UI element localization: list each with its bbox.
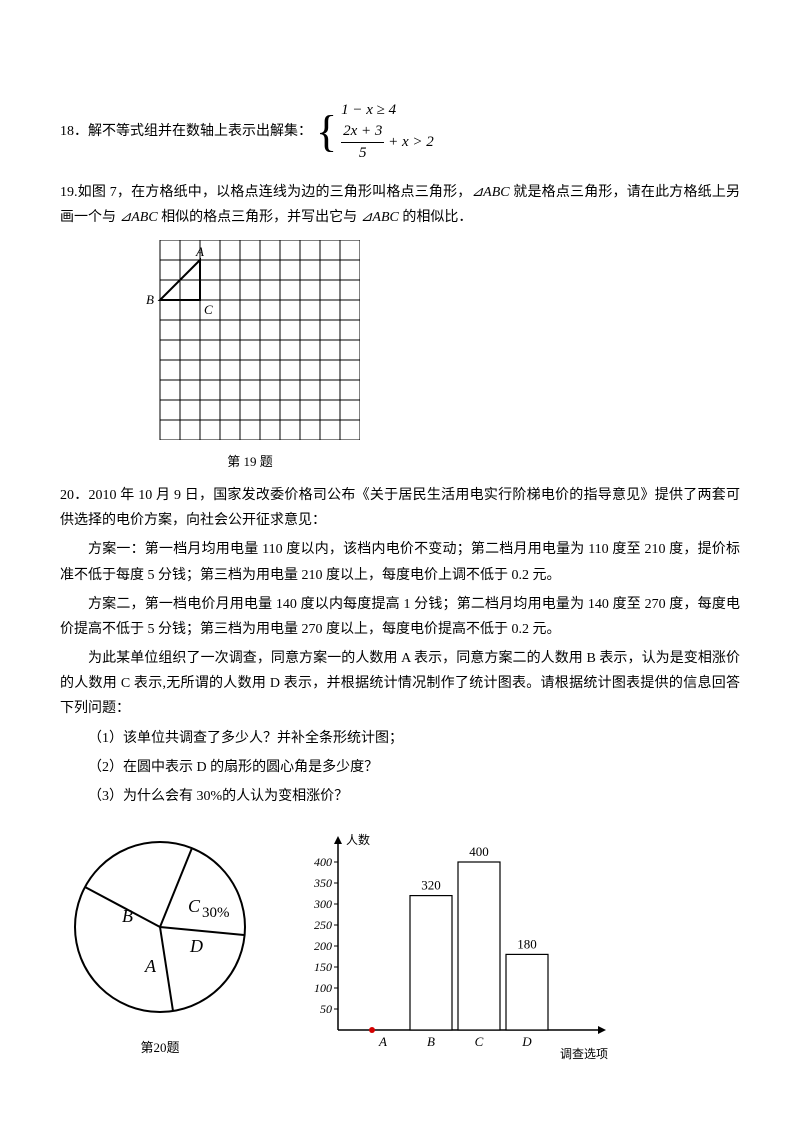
q20-intro-text: ．2010 年 10 月 9 日，国家发改委价格司公布《关于居民生活用电实行阶梯… xyxy=(60,488,740,528)
svg-text:180: 180 xyxy=(517,936,537,951)
brace-icon: { xyxy=(316,112,337,152)
grid-figure: A B C 第 19 题 xyxy=(140,240,360,473)
eq2-tail: + x > 2 xyxy=(384,134,433,150)
question-18: 18 ．解不等式组并在数轴上表示出解集： { 1 − x ≥ 4 2x + 3 … xyxy=(60,100,740,164)
svg-text:150: 150 xyxy=(314,960,332,974)
fig20-caption: 第20题 xyxy=(60,1036,260,1059)
svg-text:300: 300 xyxy=(313,897,332,911)
svg-text:B: B xyxy=(146,292,154,307)
charts-row: ABC30%D 第20题 50100150200250300350400人数调查… xyxy=(60,827,740,1060)
svg-text:C: C xyxy=(475,1034,484,1049)
svg-text:A: A xyxy=(378,1034,387,1049)
fraction: 2x + 3 5 xyxy=(341,121,384,164)
q18-text: ．解不等式组并在数轴上表示出解集： xyxy=(74,119,312,144)
q19-t4: 的相似比． xyxy=(399,210,473,225)
triangle-abc-1: ⊿ABC xyxy=(471,185,509,200)
svg-text:B: B xyxy=(122,906,133,926)
svg-text:A: A xyxy=(144,956,157,976)
svg-text:D: D xyxy=(521,1034,532,1049)
frac-den: 5 xyxy=(341,143,384,164)
q18-number: 18 xyxy=(60,119,74,144)
q20-sub1: （1）该单位共调查了多少人？并补全条形统计图； xyxy=(60,726,740,751)
eq1-rhs: 4 xyxy=(389,102,397,118)
svg-text:30%: 30% xyxy=(202,905,230,921)
triangle-abc-2: ⊿ABC xyxy=(120,210,158,225)
plan-2: 方案二，第一档电价月用电量 140 度以内每度提高 1 分钱；第二档月均用电量为… xyxy=(60,592,740,642)
svg-text:400: 400 xyxy=(469,844,489,859)
svg-text:人数: 人数 xyxy=(346,832,370,847)
svg-text:C: C xyxy=(188,896,201,916)
svg-text:320: 320 xyxy=(421,877,441,892)
svg-text:调查选项: 调查选项 xyxy=(560,1047,608,1060)
q19-t1: .如图 7，在方格纸中，以格点连线为边的三角形叫格点三角形， xyxy=(74,185,471,200)
svg-text:400: 400 xyxy=(314,855,332,869)
svg-text:A: A xyxy=(195,244,204,259)
q19-number: 19 xyxy=(60,185,74,200)
q20-body: 为此某单位组织了一次调查，同意方案一的人数用 A 表示，同意方案二的人数用 B … xyxy=(60,646,740,722)
svg-text:B: B xyxy=(427,1034,435,1049)
triangle-abc-3: ⊿ABC xyxy=(361,210,399,225)
frac-num: 2x + 3 xyxy=(341,121,384,143)
svg-text:50: 50 xyxy=(320,1002,332,1016)
q20-number: 20 xyxy=(60,488,74,503)
plan-1: 方案一：第一档月均用电量 110 度以内，该档内电价不变动；第二档月用电量为 1… xyxy=(60,537,740,587)
svg-text:250: 250 xyxy=(314,918,332,932)
svg-text:C: C xyxy=(204,302,213,317)
q19-t3: 相似的格点三角形，并写出它与 xyxy=(158,210,361,225)
eq1-op: ≥ xyxy=(377,102,385,118)
fig19-caption: 第 19 题 xyxy=(140,450,360,473)
bar-chart: 50 100 150 200 250 300 350 400 人数调查选项 A 320 B 400 C 18… xyxy=(290,830,610,1060)
eq1-lhs: 1 − x xyxy=(341,102,373,118)
svg-text:200: 200 xyxy=(314,939,332,953)
equation-system: 1 − x ≥ 4 2x + 3 5 + x > 2 xyxy=(341,100,434,164)
svg-text:100: 100 xyxy=(314,981,332,995)
question-20-intro: 20．2010 年 10 月 9 日，国家发改委价格司公布《关于居民生活用电实行… xyxy=(60,483,740,533)
grid-svg: A B C xyxy=(140,240,360,440)
q20-sub2: （2）在圆中表示 D 的扇形的圆心角是多少度？ xyxy=(60,755,740,780)
pie-chart: A B C30% D xyxy=(60,827,260,1027)
eq-1: 1 − x ≥ 4 xyxy=(341,100,434,121)
question-19: 19.如图 7，在方格纸中，以格点连线为边的三角形叫格点三角形，⊿ABC 就是格… xyxy=(60,180,740,230)
pie-wrap: A B C30% D 第20题 xyxy=(60,827,260,1060)
eq-2: 2x + 3 5 + x > 2 xyxy=(341,121,434,164)
svg-text:D: D xyxy=(189,936,203,956)
svg-text:350: 350 xyxy=(313,876,332,890)
q20-sub3: （3）为什么会有 30%的人认为变相涨价？ xyxy=(60,784,740,809)
